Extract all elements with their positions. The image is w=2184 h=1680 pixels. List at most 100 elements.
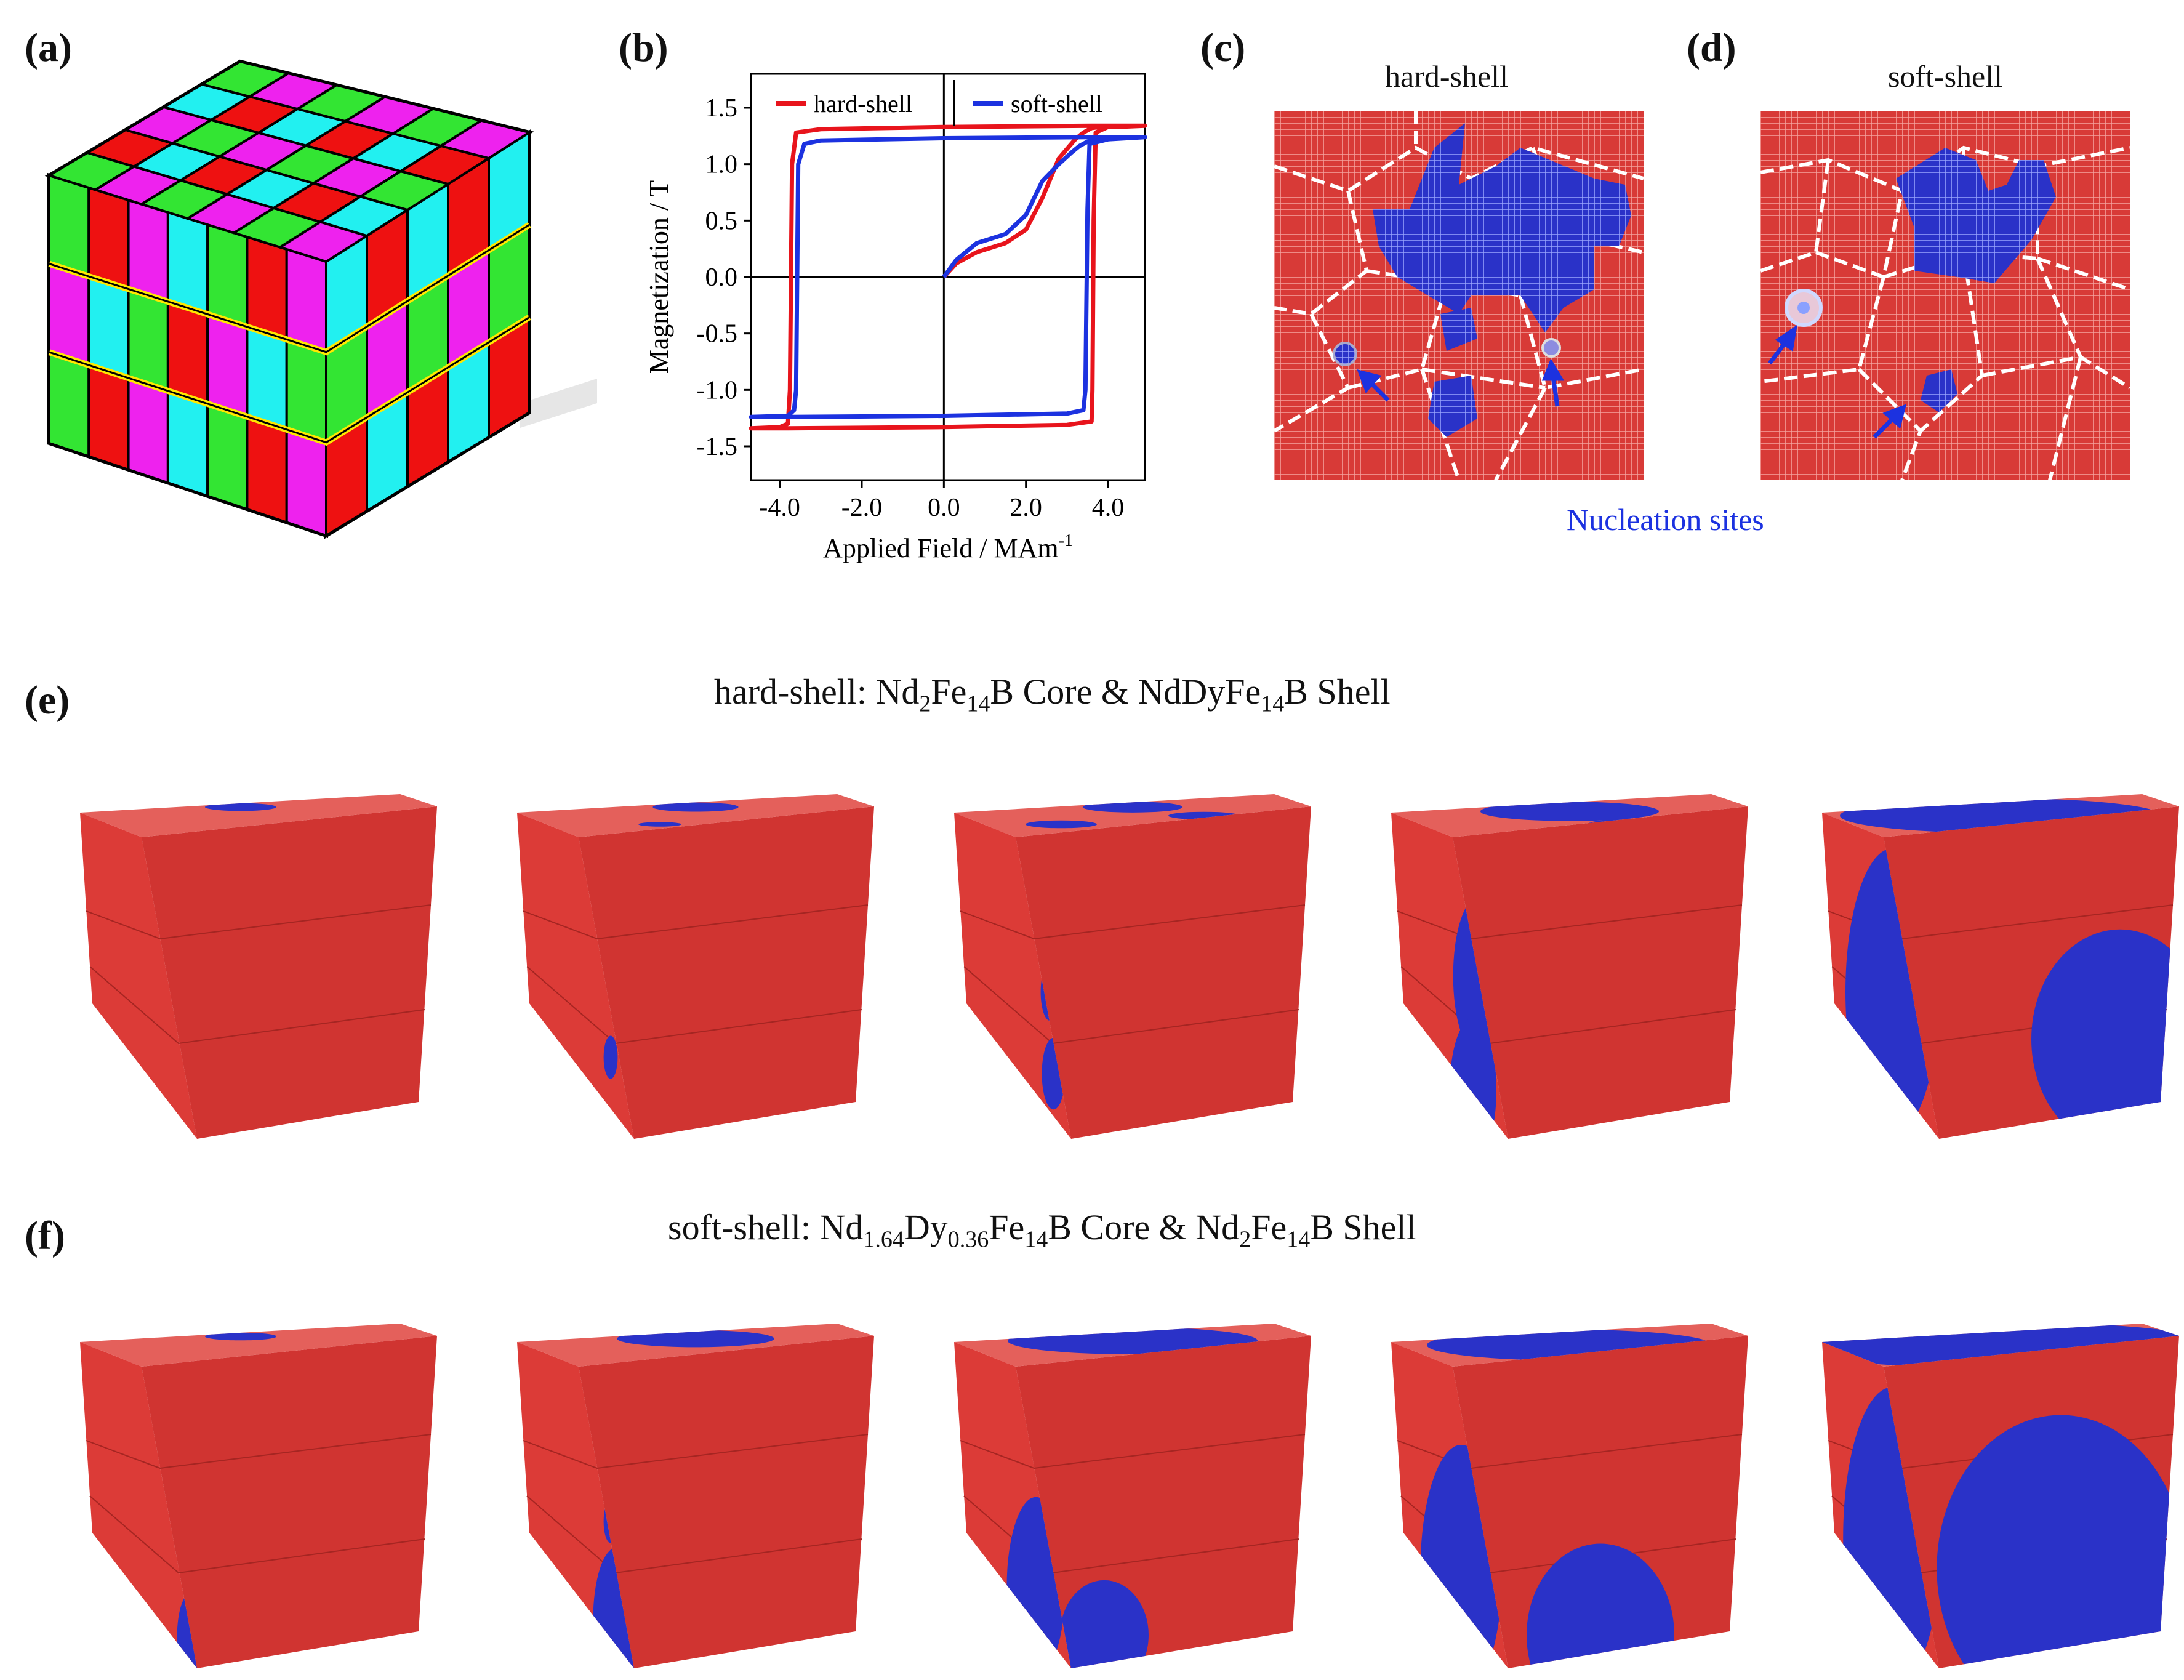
domain-cube-stage-5 <box>1822 794 2179 1139</box>
panel-label-c: (c) <box>1200 25 1246 70</box>
grain-cell <box>246 325 288 432</box>
panel-label-a: (a) <box>25 25 72 70</box>
cube-right-face <box>1453 1336 1748 1668</box>
cube-top-face <box>80 1324 437 1367</box>
row-f-text-3: B Core & Nd <box>1048 1207 1240 1247</box>
grain-cell <box>87 186 130 291</box>
domain-cube-stage-4 <box>1391 794 1748 1139</box>
row-f-caption: soft-shell: Nd1.64Dy0.36Fe14B Core & Nd2… <box>668 1207 1416 1253</box>
y-tick-label: 1.0 <box>705 151 738 179</box>
y-axis-label: Magnetization / T <box>644 180 674 374</box>
row-e-prefix: hard-shell: Nd <box>714 672 920 712</box>
series-line-1 <box>749 135 1147 419</box>
grain-cell <box>246 235 288 342</box>
grain-cell <box>246 415 288 524</box>
cube-left-face <box>80 1342 197 1668</box>
reversed-domain <box>1026 820 1097 829</box>
row-e-text-3: B Shell <box>1284 672 1391 712</box>
nucleation-sites-caption: Nucleation sites <box>1567 502 1764 537</box>
grain-cell <box>285 428 327 537</box>
soft-shell-domain-map <box>1760 111 2131 481</box>
row-f-sub-4: 2 <box>1239 1226 1251 1253</box>
x-axis-label: Applied Field / MAm-1 <box>823 531 1073 563</box>
domain-cube-stage-3 <box>954 1324 1311 1668</box>
grain-cell <box>206 312 249 419</box>
reversed-domain <box>617 1330 774 1348</box>
domain-cube-stage-4 <box>1391 1324 1748 1668</box>
grain-cell <box>127 198 169 303</box>
reversed-domain <box>652 802 739 812</box>
grain-cell <box>127 376 169 485</box>
cube-layer-line <box>86 1434 432 1469</box>
y-tick-label: 0.0 <box>705 263 738 292</box>
cube-right-face <box>579 1336 874 1668</box>
grain-cell <box>87 363 130 472</box>
legend-label: soft-shell <box>1011 90 1102 118</box>
grain-cell <box>48 350 90 459</box>
grain-cell <box>206 223 249 329</box>
cube-layer-line <box>86 904 432 940</box>
grain-cell <box>127 287 169 393</box>
domain-cube-stage-5 <box>1822 1324 2179 1668</box>
domain-cube-stage-2 <box>517 1324 874 1668</box>
row-e-text-2: B Core & NdDyFe <box>990 672 1261 712</box>
grain-cell <box>48 262 90 367</box>
grain-cell <box>285 247 327 354</box>
panel-d-title: soft-shell <box>1887 59 2003 94</box>
grain-cell <box>438 119 533 160</box>
domain-cube-stage-1 <box>80 794 437 1139</box>
row-e-sub-1: 2 <box>919 691 931 717</box>
layer-boundary-outline <box>49 316 530 444</box>
domain-cube-stage-2 <box>517 794 874 1139</box>
panel-c-title: hard-shell <box>1385 59 1508 94</box>
grain-cell <box>166 300 209 406</box>
cube-top-face <box>80 794 437 837</box>
grain-cell <box>166 211 209 316</box>
cube-right-face <box>579 806 874 1139</box>
row-f-sub-2: 0.36 <box>947 1226 989 1253</box>
y-tick-label: 0.5 <box>705 207 738 235</box>
row-f-prefix: soft-shell: Nd <box>668 1207 864 1247</box>
grain-cell <box>285 337 327 444</box>
cube-layer-line <box>89 1495 425 1574</box>
grain-cell <box>87 275 130 380</box>
row-e-sub-3: 14 <box>1261 691 1285 717</box>
panel-label-f: (f) <box>25 1213 65 1258</box>
reversed-domain <box>205 803 276 811</box>
reversed-domain <box>205 1332 276 1341</box>
cube-top-face <box>517 794 874 837</box>
panel-label-b: (b) <box>619 25 668 70</box>
y-tick-label: -1.5 <box>697 433 738 461</box>
cube-layer-line <box>960 904 1306 940</box>
row-f-sub-3: 14 <box>1024 1226 1048 1253</box>
x-tick-label: 0.0 <box>928 494 960 522</box>
row-e-caption: hard-shell: Nd2Fe14B Core & NdDyFe14B Sh… <box>714 671 1391 718</box>
row-f-text-2: Fe <box>989 1207 1025 1247</box>
row-f-cubes <box>0 1299 2184 1668</box>
grain-cell <box>206 402 249 511</box>
series-line-0 <box>749 123 1147 431</box>
row-e-sub-2: 14 <box>966 691 990 717</box>
row-e-cubes <box>0 770 2184 1139</box>
row-f-sub-1: 1.64 <box>863 1226 904 1253</box>
grain-structure-cube <box>44 59 597 539</box>
panel-label-e: (e) <box>25 678 70 723</box>
hard-shell-domain-map <box>1273 111 1644 481</box>
reversed-domain <box>638 822 681 827</box>
reversed-domain <box>1480 802 1659 821</box>
grain-cell <box>166 389 209 498</box>
x-axis-label-sup: -1 <box>1059 531 1073 550</box>
domain-cube-stage-3 <box>954 794 1311 1139</box>
y-tick-label: -0.5 <box>697 320 738 348</box>
reversed-domain <box>1082 802 1183 813</box>
reversed-domain <box>1450 1018 1496 1139</box>
cube-right-face <box>1453 806 1748 1139</box>
cube-layer-line <box>960 1434 1306 1469</box>
cube-right-face <box>142 1336 437 1668</box>
y-tick-label: -1.0 <box>697 376 738 404</box>
reversed-domain <box>603 1035 618 1079</box>
row-f-text-1: Dy <box>904 1207 948 1247</box>
row-f-sub-5: 14 <box>1287 1226 1311 1253</box>
cube-right-face <box>1016 806 1311 1139</box>
reversed-domain <box>1527 1543 1674 1668</box>
